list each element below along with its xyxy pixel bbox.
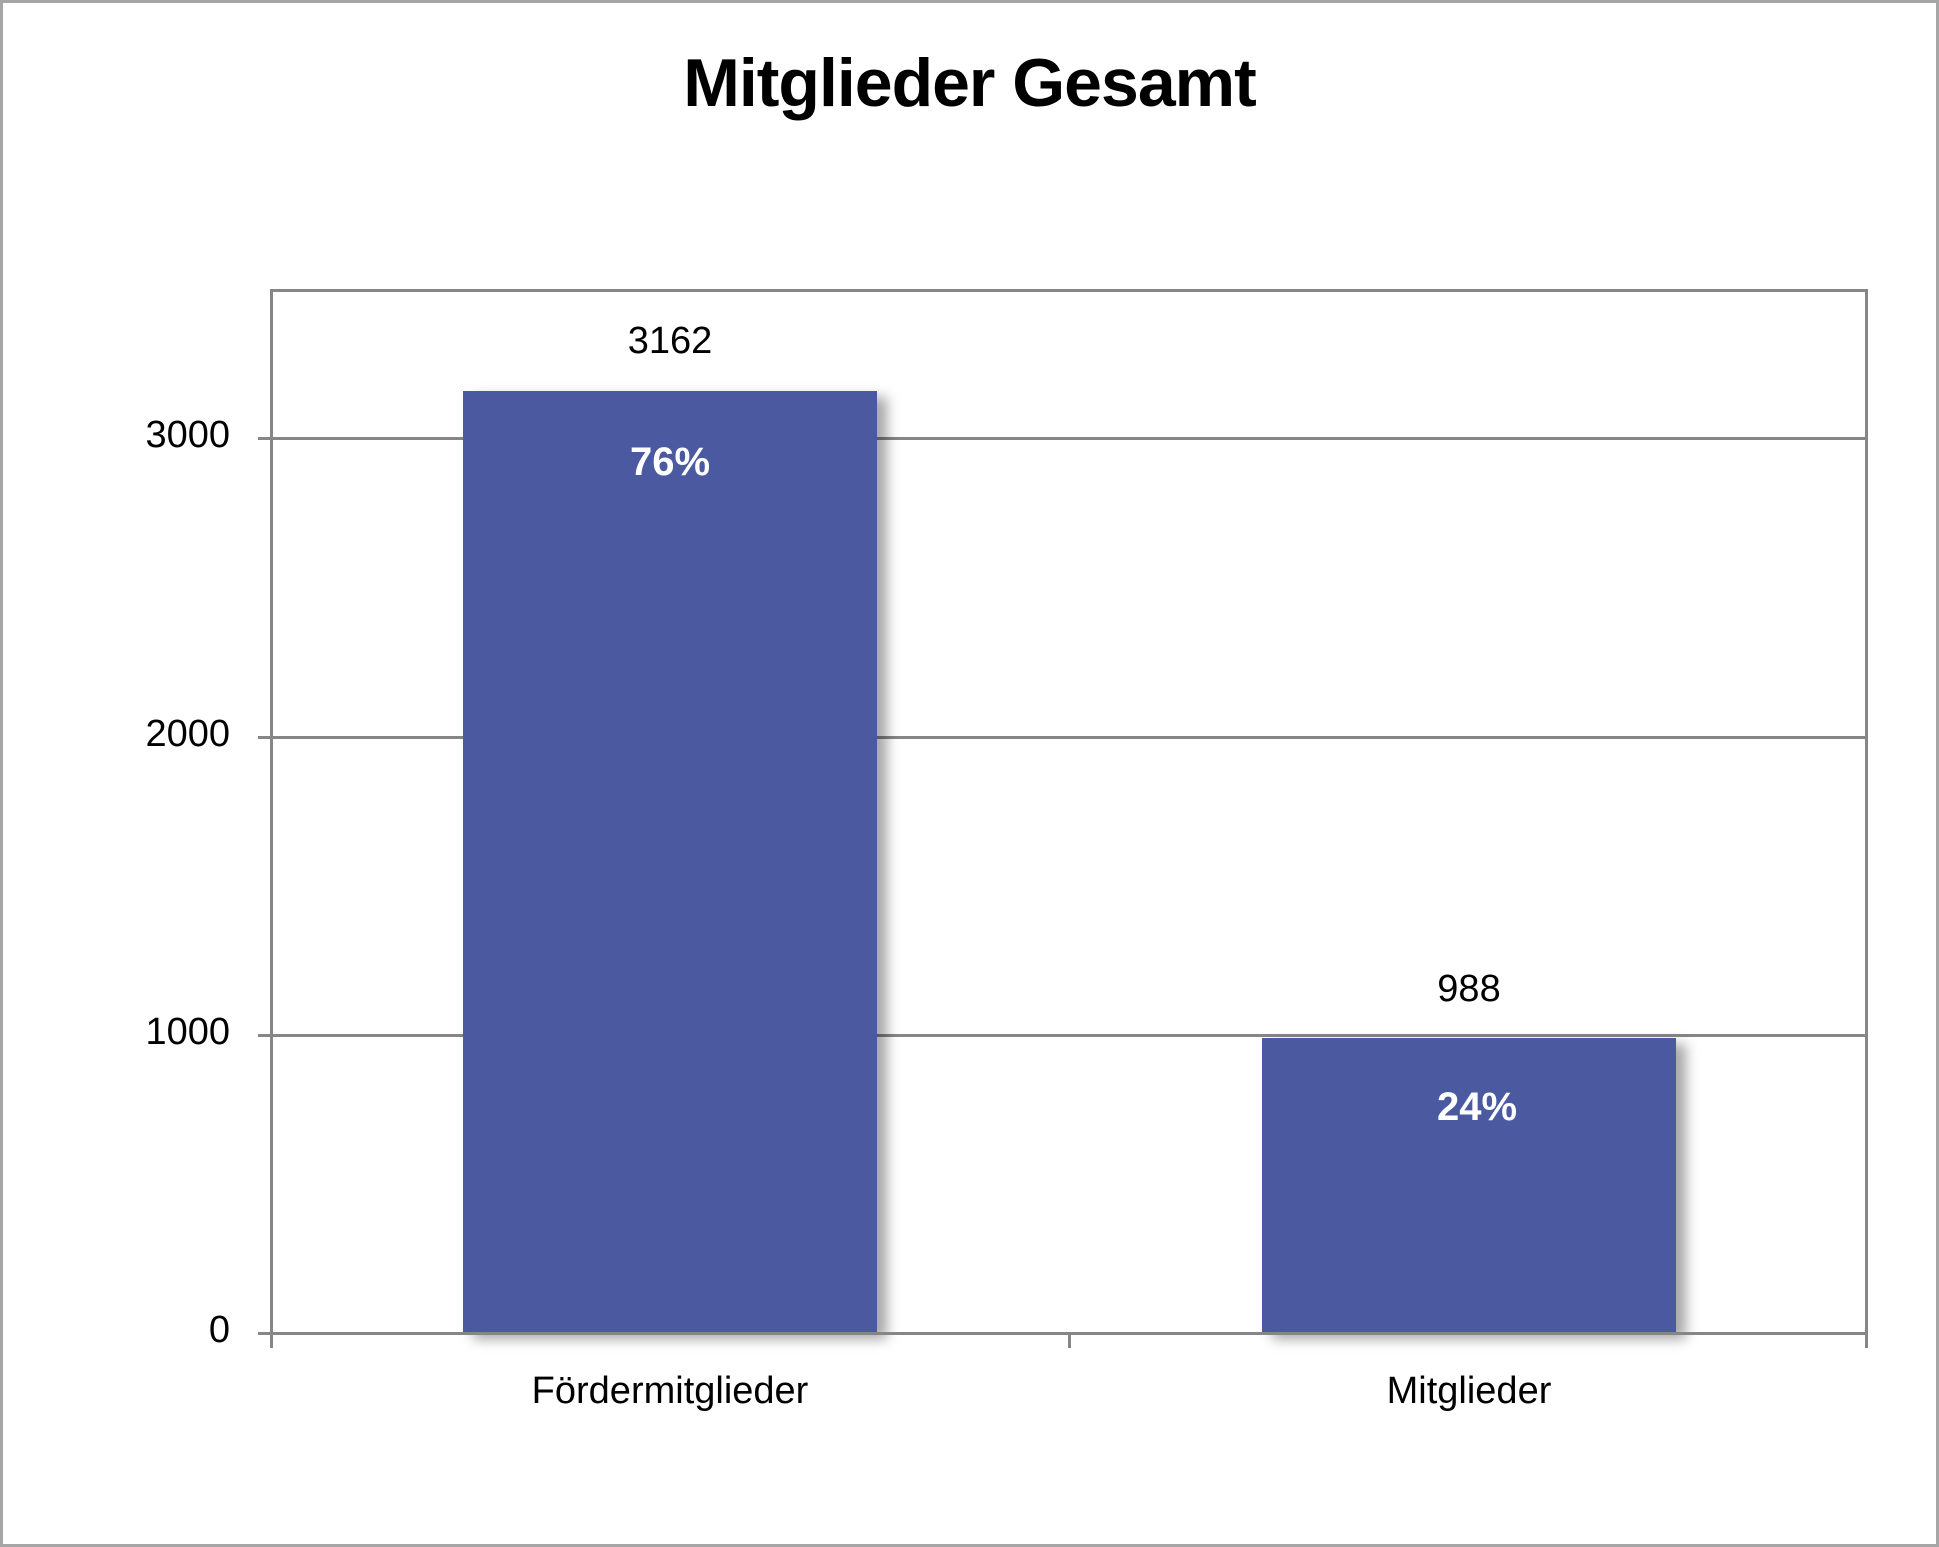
x-tick	[1865, 1334, 1868, 1348]
value-label-foerdermitglieder: 3162	[627, 320, 713, 362]
value-label-mitglieder: 988	[1437, 968, 1501, 1010]
y-tick-label-3000: 3000	[145, 414, 230, 456]
category-label-mitglieder: Mitglieder	[1386, 1370, 1552, 1412]
bar-foerdermitglieder	[463, 391, 877, 1333]
y-tick-label-1000: 1000	[145, 1011, 230, 1053]
x-tick	[270, 1334, 273, 1348]
x-axis	[258, 1332, 1868, 1335]
x-tick	[1068, 1334, 1071, 1348]
percent-label-mitglieder: 24%	[1436, 1085, 1518, 1129]
bar-mitglieder	[1262, 1038, 1676, 1333]
gridline-2000	[258, 736, 1868, 739]
y-tick-label-2000: 2000	[145, 713, 230, 755]
category-label-foerdermitglieder: Fördermitglieder	[531, 1370, 809, 1412]
y-tick-label-0: 0	[208, 1309, 230, 1351]
chart-title: Mitglieder Gesamt	[683, 45, 1257, 121]
plot-area	[270, 289, 1868, 1333]
gridline-3000	[258, 437, 1868, 440]
gridline-1000	[258, 1034, 1868, 1037]
percent-label-foerdermitglieder: 76%	[629, 440, 711, 484]
